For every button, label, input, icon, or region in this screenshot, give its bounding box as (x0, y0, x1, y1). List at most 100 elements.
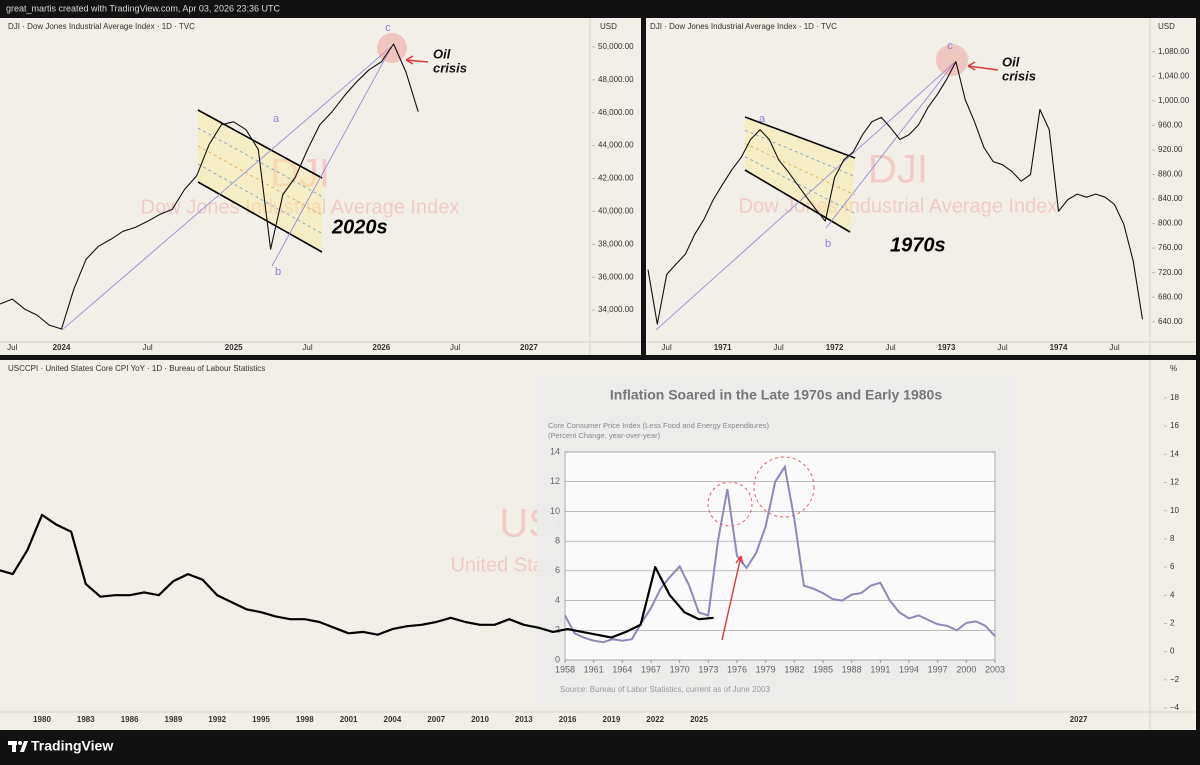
logo-part (12, 741, 16, 752)
x-tick-label: 2013 (515, 715, 533, 724)
x-tick-label: Jul (302, 343, 312, 352)
x-tick-label: 1980 (33, 715, 51, 724)
wave-label: a (759, 113, 766, 125)
y-tick-label: −4 (1170, 703, 1180, 712)
inset-x-tick-label: 1979 (756, 664, 776, 674)
y-tick-label: −2 (1170, 675, 1180, 684)
channel-line (197, 181, 323, 253)
y-tick-label: 680.00 (1158, 292, 1183, 301)
callout-text: Oil (1002, 54, 1020, 69)
era-label: 1970s (890, 234, 946, 256)
y-tick-label: 720.00 (1158, 268, 1183, 277)
x-tick-label: Jul (142, 343, 152, 352)
callout-arrowhead (405, 55, 414, 65)
x-tick-label: 1972 (826, 343, 844, 352)
y-tick-label: 880.00 (1158, 170, 1183, 179)
x-tick-label: 2007 (427, 715, 445, 724)
callout-text: Oil (433, 46, 451, 61)
y-tick-label: 34,000.00 (598, 305, 634, 314)
inset-x-tick-label: 2003 (985, 664, 1005, 674)
y-tick-label: 14 (1170, 449, 1179, 458)
y-tick-label: 920.00 (1158, 145, 1183, 154)
inset-subtitle: (Percent Change, year-over-year) (548, 431, 661, 440)
inset-title: Inflation Soared in the Late 1970s and E… (610, 387, 942, 403)
y-tick-label: 6 (1170, 562, 1175, 571)
x-tick-label: 2010 (471, 715, 489, 724)
callout-text: crisis (433, 60, 467, 75)
inset-x-tick-label: 1964 (612, 664, 632, 674)
highlight-circle (377, 33, 407, 63)
annotation-arrowhead (735, 555, 744, 565)
wave-guide (271, 45, 393, 267)
y-tick-label: 0 (1170, 647, 1175, 656)
panel-title: DJI · Dow Jones Industrial Average Index… (8, 22, 195, 31)
era-label: 2020s (331, 216, 388, 238)
panel (0, 18, 641, 355)
inset-x-tick-label: 1970 (670, 664, 690, 674)
y-tick-label: 44,000.00 (598, 141, 634, 150)
inset-y-tick-label: 6 (555, 565, 560, 575)
y-tick-label: 46,000.00 (598, 108, 634, 117)
x-tick-label: Jul (7, 343, 17, 352)
currency-label: % (1170, 364, 1177, 373)
price-line (0, 513, 714, 639)
inset-x-tick-label: 1991 (870, 664, 890, 674)
inset-x-tick-label: 1982 (784, 664, 804, 674)
x-tick-label: 2025 (690, 715, 708, 724)
panel-title: USCCPI · United States Core CPI YoY · 1D… (8, 364, 265, 373)
x-tick-label: 2027 (1070, 715, 1088, 724)
wave-label: b (275, 266, 281, 278)
y-tick-label: 48,000.00 (598, 75, 634, 84)
inset-x-tick-label: 1985 (813, 664, 833, 674)
x-tick-label: 1973 (938, 343, 956, 352)
y-tick-label: 840.00 (1158, 194, 1183, 203)
panel (646, 18, 1196, 355)
callout-arrow (405, 59, 429, 63)
inset-x-tick-label: 1967 (641, 664, 661, 674)
inset-y-tick-label: 4 (555, 595, 560, 605)
highlight-circle (936, 44, 968, 76)
channel-fill (198, 110, 322, 252)
y-tick-label: 1,000.00 (1158, 96, 1190, 105)
wave-label: b (825, 238, 831, 250)
x-tick-label: 2024 (53, 343, 71, 352)
wave-label: c (947, 40, 953, 52)
y-tick-label: 10 (1170, 506, 1179, 515)
x-tick-label: 2004 (384, 715, 402, 724)
channel-line (744, 116, 856, 159)
inset-x-tick-label: 1973 (698, 664, 718, 674)
channel-mid (744, 129, 856, 177)
watermark-symbol: DJI (270, 152, 330, 196)
dashed-circle (707, 481, 753, 527)
x-tick-label: 2026 (372, 343, 390, 352)
panel-title: DJI · Dow Jones Industrial Average Index… (650, 22, 837, 31)
inset-y-tick-label: 14 (550, 446, 560, 456)
inset-x-tick-label: 1961 (584, 664, 604, 674)
watermark-name: Dow Jones Industrial Average Index (141, 196, 460, 218)
wave-label: a (273, 113, 280, 125)
inset-x-tick-label: 1976 (727, 664, 747, 674)
inset-subtitle: Core Consumer Price Index (Less Food and… (548, 421, 769, 430)
y-tick-label: 2 (1170, 619, 1175, 628)
inset-x-tick-label: 1958 (555, 664, 575, 674)
callout-arrowhead (967, 61, 976, 71)
y-tick-label: 1,080.00 (1158, 47, 1190, 56)
x-tick-label: 2022 (646, 715, 664, 724)
currency-label: USD (600, 22, 617, 31)
x-tick-label: 2027 (520, 343, 538, 352)
watermark-symbol: DJI (868, 148, 928, 192)
wave-guide (825, 61, 956, 229)
x-tick-label: 1992 (208, 715, 226, 724)
x-tick-label: Jul (662, 343, 672, 352)
y-tick-label: 16 (1170, 421, 1179, 430)
y-tick-label: 4 (1170, 590, 1175, 599)
x-tick-label: 1974 (1050, 343, 1068, 352)
callout-text: crisis (1002, 68, 1036, 83)
inset-x-tick-label: 2000 (956, 664, 976, 674)
x-tick-label: 1989 (165, 715, 183, 724)
x-tick-label: Jul (1109, 343, 1119, 352)
watermark-name: Dow Jones Industrial Average Index (739, 195, 1058, 217)
logo-part (20, 741, 28, 752)
wave-label: c (385, 22, 391, 34)
